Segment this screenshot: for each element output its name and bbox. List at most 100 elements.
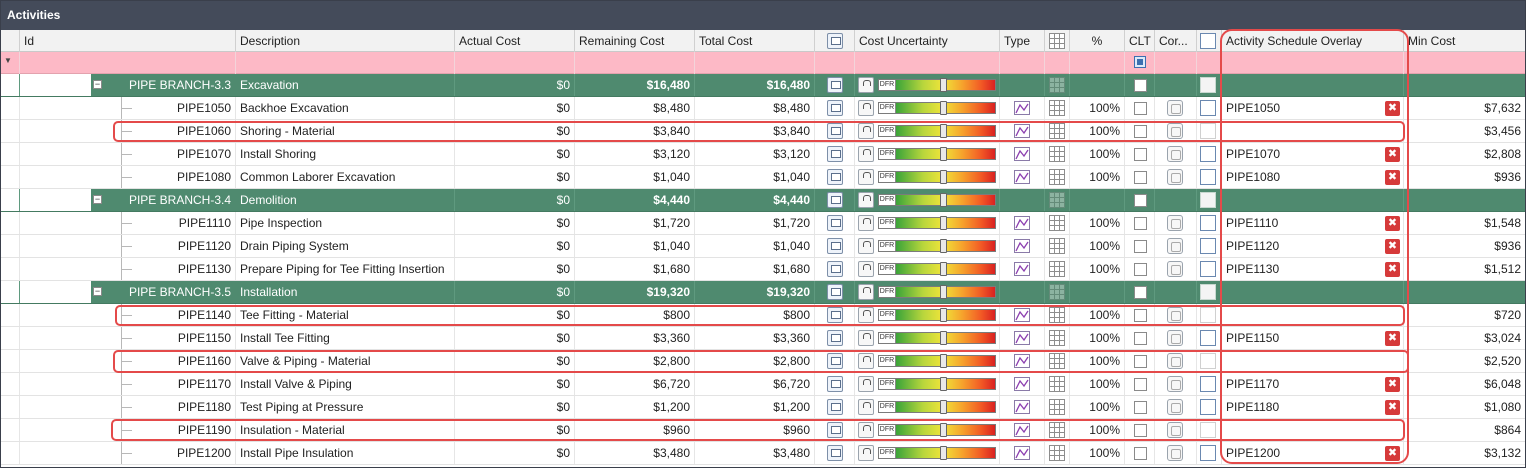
total-cost-cell[interactable]: $3,840 (695, 120, 815, 142)
slider-knob[interactable] (940, 354, 947, 368)
remove-overlay-icon[interactable]: ✖ (1385, 239, 1400, 254)
correlation-cell[interactable] (1155, 143, 1197, 165)
type-cell[interactable] (1000, 166, 1045, 188)
slider-knob[interactable] (940, 400, 947, 414)
grid-cell[interactable] (1045, 143, 1070, 165)
grid-cell[interactable] (1045, 212, 1070, 234)
schedule-cell[interactable] (1197, 419, 1222, 441)
grid-cell[interactable] (1045, 97, 1070, 119)
distribution-chart-icon[interactable] (1014, 239, 1030, 253)
grid-cell[interactable] (1045, 74, 1070, 96)
group-row[interactable]: − PIPE BRANCH-3.5 Installation $0 $19,320 $19… (1, 281, 1525, 304)
monitor-icon[interactable] (827, 169, 843, 185)
distribution-chart-icon[interactable] (1014, 101, 1030, 115)
description-cell[interactable]: Backhoe Excavation (236, 97, 455, 119)
grid-cell[interactable] (1045, 120, 1070, 142)
filter-cell-remaining-cost[interactable] (575, 52, 695, 74)
grid-icon[interactable] (1049, 445, 1065, 461)
actual-cost-cell[interactable]: $0 (455, 304, 575, 326)
row-selector[interactable] (1, 97, 20, 119)
remaining-cost-cell[interactable]: $3,120 (575, 143, 695, 165)
slider-knob[interactable] (940, 331, 947, 345)
clt-cell[interactable] (1125, 120, 1155, 142)
actual-cost-cell[interactable]: $0 (455, 396, 575, 418)
lock-icon[interactable] (858, 192, 874, 208)
activity-schedule-overlay-cell[interactable] (1222, 120, 1404, 142)
cost-uncertainty-cell[interactable]: DFR (855, 327, 1000, 349)
remove-overlay-icon[interactable]: ✖ (1385, 400, 1400, 415)
uncertainty-slider[interactable]: DFR (878, 308, 996, 322)
grid-icon[interactable] (1049, 77, 1065, 93)
clt-cell[interactable] (1125, 350, 1155, 372)
schedule-cell[interactable] (1197, 143, 1222, 165)
cost-uncertainty-cell[interactable]: DFR (855, 74, 1000, 96)
total-cost-cell[interactable]: $1,040 (695, 166, 815, 188)
cost-uncertainty-cell[interactable]: DFR (855, 189, 1000, 211)
description-cell[interactable]: Prepare Piping for Tee Fitting Insertion (236, 258, 455, 280)
distribution-chart-icon[interactable] (1014, 423, 1030, 437)
grid-cell[interactable] (1045, 235, 1070, 257)
uncertainty-slider[interactable]: DFR (878, 377, 996, 391)
correlation-cell[interactable] (1155, 419, 1197, 441)
cost-uncertainty-cell[interactable]: DFR (855, 258, 1000, 280)
monitor-cell[interactable] (815, 166, 855, 188)
grid-icon[interactable] (1049, 284, 1065, 300)
clt-checkbox[interactable] (1134, 263, 1147, 276)
percent-cell[interactable]: 100% (1070, 235, 1125, 257)
filter-cell-grid[interactable] (1045, 52, 1070, 74)
grid-icon[interactable] (1049, 192, 1065, 208)
min-cost-cell[interactable]: $7,632 (1404, 97, 1525, 119)
total-cost-cell[interactable]: $4,440 (695, 189, 815, 211)
table-row[interactable]: PIPE1110 Pipe Inspection $0 $1,720 $1,720 DFR… (1, 212, 1525, 235)
correlation-cell[interactable] (1155, 442, 1197, 464)
percent-cell[interactable]: 100% (1070, 120, 1125, 142)
clt-cell[interactable] (1125, 442, 1155, 464)
remove-overlay-icon[interactable]: ✖ (1385, 262, 1400, 277)
correlation-cell[interactable] (1155, 304, 1197, 326)
activity-schedule-overlay-cell[interactable]: PIPE1130 ✖ (1222, 258, 1404, 280)
uncertainty-slider[interactable]: DFR (878, 446, 996, 460)
col-header-cor[interactable]: Cor... (1155, 30, 1197, 52)
type-cell[interactable] (1000, 212, 1045, 234)
remaining-cost-cell[interactable]: $1,040 (575, 166, 695, 188)
schedule-overlay-icon[interactable] (1200, 376, 1216, 392)
filter-cell-description[interactable] (236, 52, 455, 74)
clt-cell[interactable] (1125, 235, 1155, 257)
clt-cell[interactable] (1125, 189, 1155, 211)
actual-cost-cell[interactable]: $0 (455, 327, 575, 349)
monitor-icon[interactable] (827, 215, 843, 231)
correlation-icon[interactable] (1167, 146, 1183, 162)
col-header-type[interactable]: Type (1000, 30, 1045, 52)
group-row[interactable]: − PIPE BRANCH-3.4 Demolition $0 $4,440 $4,440… (1, 189, 1525, 212)
min-cost-cell[interactable] (1404, 281, 1525, 303)
uncertainty-slider[interactable]: DFR (878, 124, 996, 138)
uncertainty-slider[interactable]: DFR (878, 101, 996, 115)
grid-cell[interactable] (1045, 350, 1070, 372)
schedule-cell[interactable] (1197, 373, 1222, 395)
monitor-cell[interactable] (815, 189, 855, 211)
uncertainty-slider[interactable]: DFR (878, 78, 996, 92)
monitor-icon[interactable] (827, 445, 843, 461)
type-cell[interactable] (1000, 396, 1045, 418)
monitor-icon[interactable] (827, 353, 843, 369)
id-cell[interactable]: PIPE1080 (20, 166, 236, 188)
percent-cell[interactable]: 100% (1070, 212, 1125, 234)
row-selector[interactable] (1, 304, 20, 326)
remaining-cost-cell[interactable]: $3,480 (575, 442, 695, 464)
schedule-overlay-icon[interactable] (1200, 307, 1216, 323)
activity-schedule-overlay-cell[interactable]: PIPE1180 ✖ (1222, 396, 1404, 418)
correlation-cell[interactable] (1155, 258, 1197, 280)
row-selector[interactable] (1, 166, 20, 188)
remove-overlay-icon[interactable]: ✖ (1385, 216, 1400, 231)
type-cell[interactable] (1000, 120, 1045, 142)
clt-cell[interactable] (1125, 258, 1155, 280)
monitor-cell[interactable] (815, 327, 855, 349)
lock-icon[interactable] (858, 445, 874, 461)
collapse-toggle-icon[interactable]: − (93, 286, 102, 296)
activity-schedule-overlay-cell[interactable] (1222, 189, 1404, 211)
correlation-icon[interactable] (1167, 123, 1183, 139)
id-cell[interactable]: PIPE1110 (20, 212, 236, 234)
schedule-cell[interactable] (1197, 74, 1222, 96)
grid-icon[interactable] (1049, 169, 1065, 185)
type-cell[interactable] (1000, 258, 1045, 280)
